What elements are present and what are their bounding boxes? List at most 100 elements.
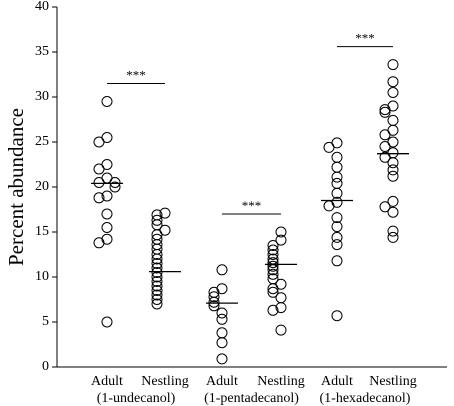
data-point	[151, 249, 163, 260]
data-point	[275, 324, 287, 336]
data-point	[331, 310, 343, 322]
data-point	[331, 151, 343, 163]
data-point	[93, 192, 105, 204]
data-point	[151, 258, 163, 269]
x-tick-label: Adult	[91, 374, 123, 389]
data-point	[387, 225, 399, 237]
data-point	[151, 253, 163, 265]
data-point	[93, 163, 105, 175]
data-point	[267, 283, 279, 295]
data-point	[267, 240, 279, 251]
x-tick-label: Nestling	[257, 374, 304, 389]
y-tick-label: 40	[35, 0, 49, 14]
data-point	[267, 257, 279, 269]
y-tick-label: 10	[35, 269, 49, 284]
data-point	[101, 222, 113, 233]
x-tick-label: Nestling	[369, 374, 416, 389]
data-point	[267, 244, 279, 256]
data-point	[379, 201, 391, 213]
data-point	[387, 59, 399, 71]
data-point	[101, 96, 113, 107]
data-point	[379, 129, 391, 141]
x-tick-label: Adult	[321, 374, 353, 389]
data-point	[216, 353, 228, 365]
group-label: (1-undecanol)	[97, 391, 176, 406]
data-point	[275, 226, 287, 238]
data-point	[151, 289, 163, 301]
data-point	[208, 300, 220, 312]
data-point	[159, 207, 171, 219]
data-point	[216, 264, 228, 276]
data-point	[275, 234, 287, 246]
y-axis-label: Percent abundance	[4, 108, 28, 266]
data-point	[331, 255, 343, 267]
data-point	[267, 260, 279, 272]
data-point	[387, 157, 399, 169]
data-point	[387, 195, 399, 207]
group-label: (1-pentadecanol)	[204, 391, 299, 406]
data-point	[267, 268, 279, 280]
data-point	[216, 337, 228, 349]
data-point	[387, 170, 399, 182]
data-point	[216, 313, 228, 325]
data-point	[323, 141, 335, 153]
data-point	[151, 280, 163, 292]
group-label: (1-hexadecanol)	[320, 391, 411, 406]
data-point	[387, 76, 399, 88]
data-point	[331, 187, 343, 199]
data-point	[109, 181, 121, 193]
data-point	[323, 200, 335, 212]
data-point	[331, 212, 343, 224]
data-point	[331, 161, 343, 173]
data-point	[379, 151, 391, 163]
data-point	[387, 231, 399, 243]
data-point	[331, 239, 343, 251]
data-point	[208, 296, 220, 308]
data-point	[387, 87, 399, 98]
y-tick-label: 20	[35, 179, 49, 194]
y-tick-label: 25	[35, 134, 49, 149]
data-point	[208, 291, 220, 303]
data-point	[331, 177, 343, 189]
data-point	[387, 206, 399, 218]
data-point	[151, 214, 163, 226]
data-point	[275, 292, 287, 304]
significance-label: ***	[355, 31, 375, 46]
data-point	[267, 304, 279, 316]
y-tick-label: 0	[42, 359, 49, 374]
data-point	[387, 164, 399, 176]
data-point	[109, 177, 121, 188]
significance-label: ***	[126, 67, 146, 82]
data-point	[331, 221, 343, 233]
data-point	[151, 276, 163, 287]
data-point	[379, 104, 391, 116]
significance-label: ***	[242, 198, 262, 213]
data-point	[93, 237, 105, 249]
y-tick-label: 30	[35, 89, 49, 104]
y-tick-label: 15	[35, 224, 49, 239]
data-point	[151, 262, 163, 274]
x-tick-label: Nestling	[141, 374, 188, 389]
data-point	[101, 190, 113, 202]
x-tick-label: Adult	[206, 374, 238, 389]
data-point	[379, 141, 391, 152]
y-tick-label: 5	[42, 314, 49, 329]
data-point	[151, 294, 163, 305]
data-point	[216, 307, 228, 319]
data-point	[151, 267, 163, 278]
data-point	[379, 106, 391, 118]
data-point	[331, 171, 343, 183]
data-point	[387, 114, 399, 126]
data-point	[267, 249, 279, 260]
data-point	[93, 177, 105, 188]
data-point	[275, 302, 287, 314]
data-point	[151, 285, 163, 296]
data-point	[267, 286, 279, 298]
y-tick-label: 35	[35, 44, 49, 59]
data-point	[93, 136, 105, 148]
data-point	[216, 327, 228, 339]
data-point	[101, 316, 113, 328]
data-point	[331, 231, 343, 243]
data-point	[101, 208, 113, 220]
